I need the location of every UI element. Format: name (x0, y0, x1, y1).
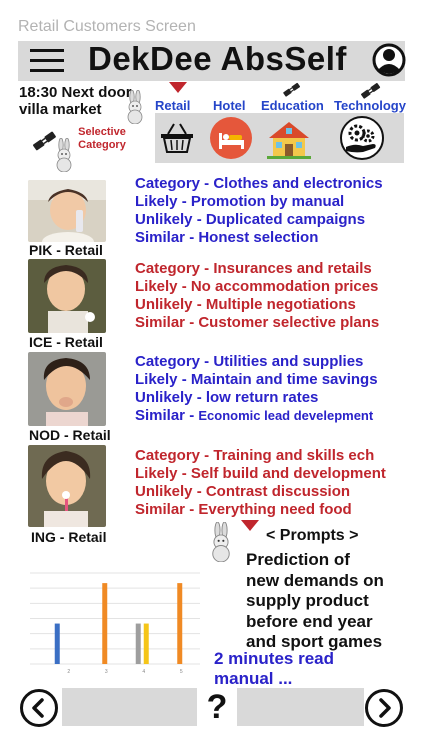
customer-photo-nod (28, 352, 106, 426)
prediction-text: Prediction of new demands on supply prod… (246, 550, 384, 651)
location-text: 18:30 Next door villa market (19, 84, 132, 118)
chart-tick-label: 3 (105, 669, 108, 675)
hamburger-menu-icon[interactable] (30, 47, 64, 75)
shopping-basket-icon[interactable] (154, 116, 200, 160)
help-button[interactable]: ? (197, 686, 237, 728)
chart-bar (135, 623, 141, 664)
back-button[interactable] (20, 689, 58, 727)
profile-icon[interactable] (372, 42, 406, 78)
screen-label: Retail Customers Screen (18, 18, 196, 35)
customer-photo-ice (28, 259, 106, 333)
chart-tick-label: 5 (180, 669, 183, 675)
customer-label-nod: NOD - Retail (29, 427, 111, 443)
customer-label-pik: PIK - Retail (29, 242, 103, 258)
plug-icon (33, 131, 56, 151)
app-title: DekDee AbsSelf (88, 40, 347, 77)
customer-photo-ing (28, 445, 106, 527)
plug-icon (361, 83, 381, 99)
chevron-left-icon (32, 698, 44, 718)
rabbit-icon (127, 90, 143, 124)
customer-label-ice: ICE - Retail (29, 334, 103, 350)
chart-bar (177, 583, 183, 664)
hotel-bed-icon[interactable] (208, 116, 254, 160)
bar-chart: 2 3 4 5 (30, 572, 200, 675)
selected-indicator-icon (169, 82, 187, 93)
tab-hotel[interactable]: Hotel (213, 98, 246, 113)
header-bar (18, 41, 405, 81)
customer-info-ice: Category - Insurances and retails Likely… (135, 260, 380, 331)
chevron-right-icon (379, 698, 391, 718)
customer-photo-pik (28, 180, 106, 242)
tab-technology[interactable]: Technology (334, 98, 406, 113)
selective-category-label: Selective Category (78, 126, 126, 151)
chart-bar (102, 583, 108, 664)
chart-tick-label: 2 (67, 669, 70, 675)
prompts-indicator-icon (241, 520, 259, 531)
prompts-title: < Prompts > (266, 527, 359, 544)
read-more-link[interactable]: 2 minutes read manual ... (214, 649, 334, 688)
gears-hand-icon[interactable] (337, 116, 387, 160)
tab-retail[interactable]: Retail (155, 98, 191, 113)
rabbit-icon (212, 522, 230, 562)
customer-label-ing: ING - Retail (31, 529, 107, 545)
customer-info-ing: Category - Training and skills ech Likel… (135, 447, 386, 518)
chart-bar (143, 623, 149, 664)
rabbit-icon (56, 138, 72, 172)
forward-button[interactable] (365, 689, 403, 727)
tab-education[interactable]: Education (261, 98, 324, 113)
customer-info-nod: Category - Utilities and supplies Likely… (135, 353, 378, 424)
customer-info-pik: Category - Clothes and electronics Likel… (135, 175, 383, 246)
chart-bar (54, 623, 60, 664)
chart-tick-label: 4 (142, 669, 145, 675)
school-house-icon[interactable] (265, 116, 313, 160)
plug-icon (283, 82, 301, 97)
